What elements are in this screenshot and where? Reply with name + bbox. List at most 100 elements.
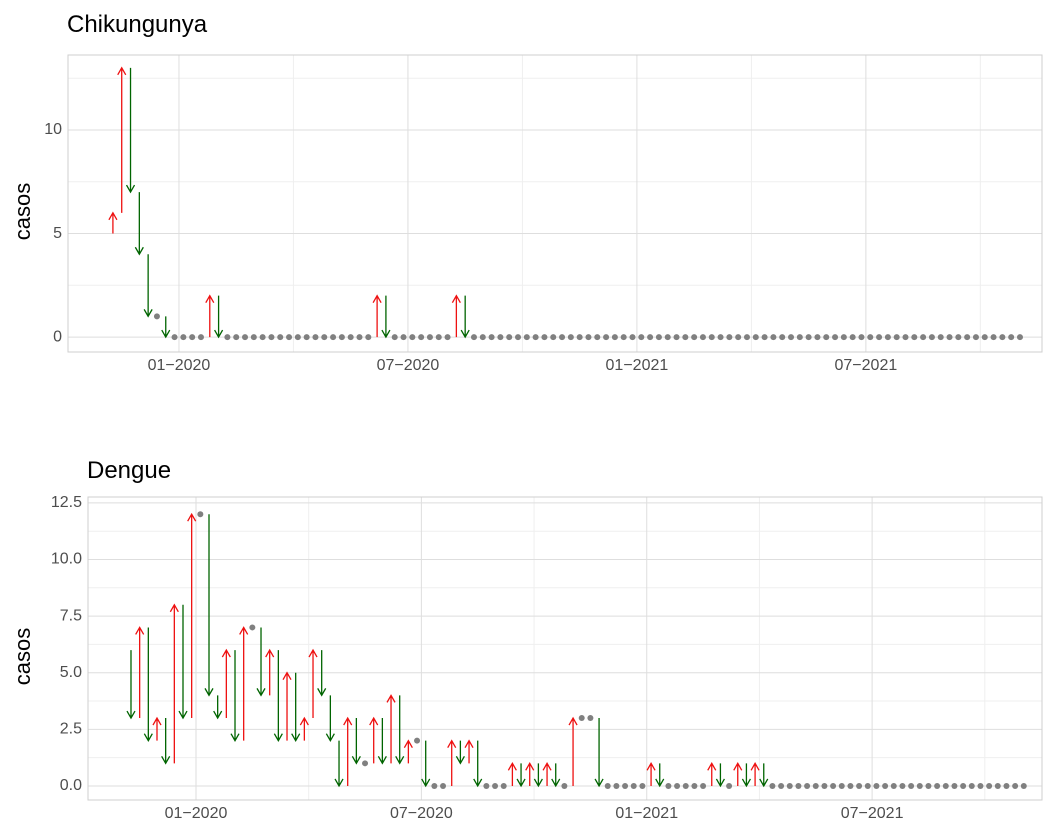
y-tick-label: 10.0 (51, 551, 82, 568)
arrow-up (299, 716, 309, 741)
arrow-down (213, 695, 223, 720)
point (431, 782, 438, 789)
arrow-down (455, 740, 465, 765)
arrow-down (741, 763, 751, 788)
y-tick-label: 0.0 (60, 777, 82, 794)
point (338, 334, 345, 341)
point (769, 782, 776, 789)
arrow-down (143, 627, 153, 742)
arrow-down (395, 695, 405, 765)
arrow-down (460, 295, 470, 339)
arrow-up (152, 716, 162, 741)
point (576, 334, 583, 341)
point (779, 334, 786, 341)
point (578, 715, 585, 722)
point (805, 334, 812, 341)
point (603, 334, 610, 341)
point (717, 334, 724, 341)
point (171, 334, 178, 341)
x-tick-label: 01−2021 (615, 805, 678, 822)
point (951, 782, 958, 789)
point (761, 334, 768, 341)
point (665, 782, 672, 789)
point (312, 334, 319, 341)
point (500, 782, 507, 789)
point (770, 334, 777, 341)
point (735, 334, 742, 341)
arrow-up (369, 716, 379, 764)
point (594, 334, 601, 341)
arrow-down (759, 763, 769, 788)
arrow-down (256, 627, 266, 697)
point (638, 334, 645, 341)
point (277, 334, 284, 341)
arrow-down (291, 672, 301, 742)
arrow-down (178, 604, 188, 720)
panel-border (67, 54, 1043, 353)
point (890, 782, 897, 789)
point (1016, 334, 1023, 341)
arrow-down (230, 650, 240, 742)
arrow-up (464, 739, 474, 764)
point (483, 782, 490, 789)
point (986, 782, 993, 789)
point (908, 782, 915, 789)
arrow-down (214, 295, 224, 339)
point (882, 782, 889, 789)
point (541, 334, 548, 341)
arrow-down (317, 650, 327, 697)
y-tick-label: 10 (44, 121, 62, 138)
arrow-down (125, 67, 136, 194)
point (180, 334, 187, 341)
arrow-down (381, 295, 391, 339)
y-tick-label: 7.5 (60, 607, 82, 624)
arrow-up (568, 716, 578, 786)
point (876, 334, 883, 341)
point (444, 334, 451, 341)
point (981, 334, 988, 341)
point (1003, 782, 1010, 789)
point (830, 782, 837, 789)
point (873, 782, 880, 789)
point (347, 334, 354, 341)
arrow-up (265, 648, 275, 696)
arrow-down (161, 316, 171, 339)
point (920, 334, 927, 341)
point (955, 334, 962, 341)
point (778, 782, 785, 789)
panel: Dengue casos 0.0 2.5 5.0 7.5 10.0 12.5 01−2020 07… (10, 457, 1043, 822)
point (303, 334, 310, 341)
arrow-up (117, 66, 127, 213)
point (426, 334, 433, 341)
point (561, 782, 568, 789)
point (916, 782, 923, 789)
point (523, 334, 530, 341)
point (994, 782, 1001, 789)
point (400, 334, 407, 341)
point (899, 782, 906, 789)
arrow-down (421, 740, 431, 788)
point (999, 334, 1006, 341)
arrow-down (473, 740, 483, 788)
point (804, 782, 811, 789)
arrow-down (594, 718, 604, 788)
x-tick-label: 07−2020 (377, 357, 440, 374)
point (629, 334, 636, 341)
point (1020, 782, 1027, 789)
point (515, 334, 522, 341)
point (506, 334, 513, 341)
point (796, 334, 803, 341)
arrow-down (715, 763, 725, 788)
y-tick-label: 5.0 (60, 664, 82, 681)
point (321, 334, 328, 341)
point (294, 334, 301, 341)
arrow-up (187, 512, 197, 719)
arrow-down (273, 650, 283, 742)
y-axis-label: casos (10, 628, 35, 685)
y-tick-label: 2.5 (60, 721, 82, 738)
arrow-up (372, 294, 382, 338)
arrow-up (750, 762, 760, 786)
arrow-up (108, 211, 118, 234)
arrow-down (516, 763, 526, 788)
